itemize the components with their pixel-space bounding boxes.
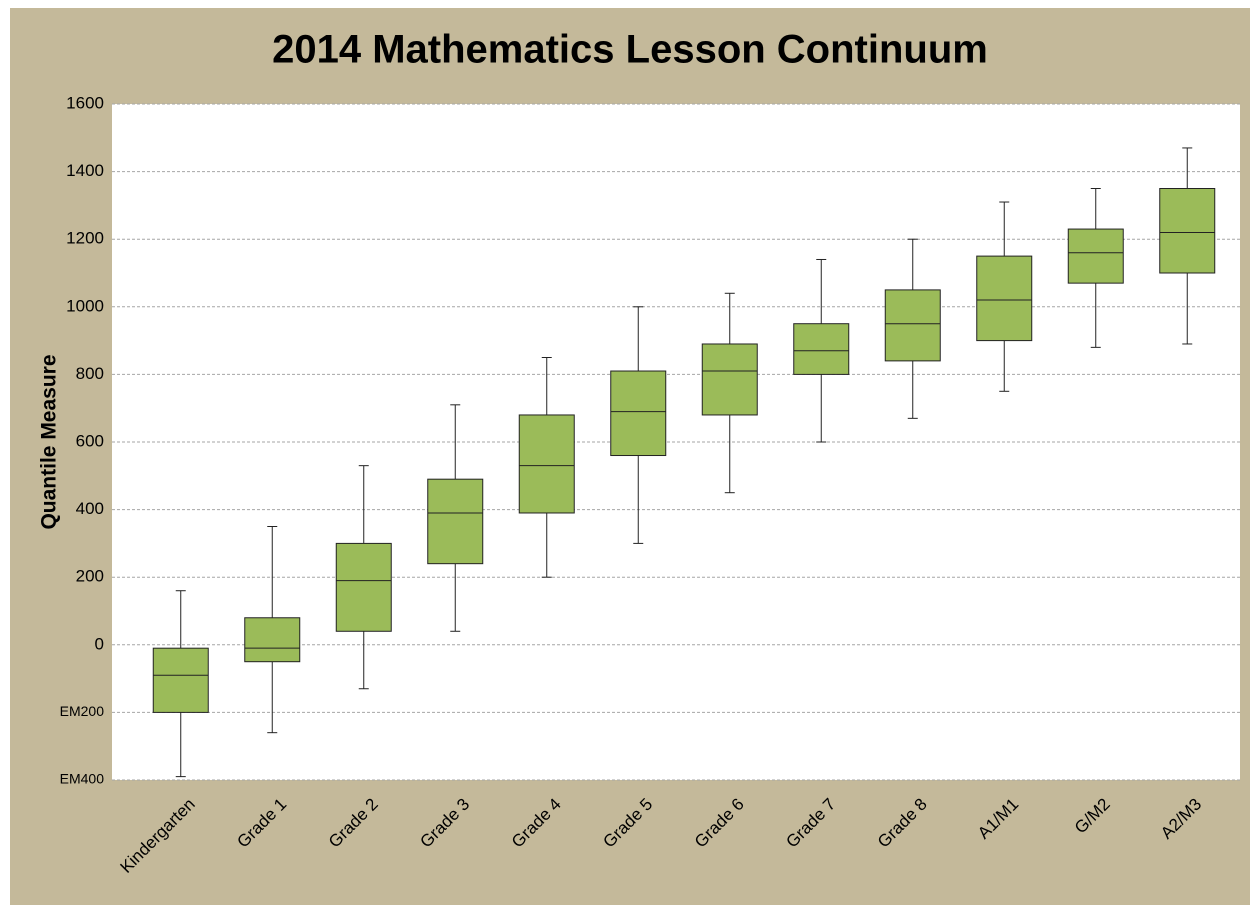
box bbox=[1159, 188, 1216, 274]
box bbox=[793, 323, 850, 375]
box bbox=[335, 542, 392, 632]
box bbox=[152, 647, 209, 713]
y-tick-label: 600 bbox=[76, 431, 104, 450]
y-tick-label: 800 bbox=[76, 364, 104, 383]
y-tick-label: 200 bbox=[76, 567, 104, 586]
box bbox=[701, 343, 758, 416]
box bbox=[610, 370, 667, 457]
y-tick-label: 400 bbox=[76, 499, 104, 518]
y-tick-label: 1600 bbox=[66, 93, 104, 112]
y-tick-label: EM400 bbox=[60, 771, 105, 787]
box bbox=[244, 617, 301, 663]
y-tick-label: 0 bbox=[95, 634, 104, 653]
box bbox=[518, 414, 575, 514]
y-axis-label: Quantile Measure bbox=[38, 354, 61, 529]
box bbox=[884, 289, 941, 362]
chart-title: 2014 Mathematics Lesson Continuum bbox=[272, 28, 988, 72]
y-tick-label: 1000 bbox=[66, 296, 104, 315]
y-tick-label: 1400 bbox=[66, 161, 104, 180]
y-tick-label: 1200 bbox=[66, 229, 104, 248]
box bbox=[976, 255, 1033, 342]
y-tick-label: EM200 bbox=[60, 703, 105, 719]
plot-area bbox=[112, 104, 1240, 780]
box bbox=[1067, 228, 1124, 284]
box bbox=[427, 478, 484, 565]
